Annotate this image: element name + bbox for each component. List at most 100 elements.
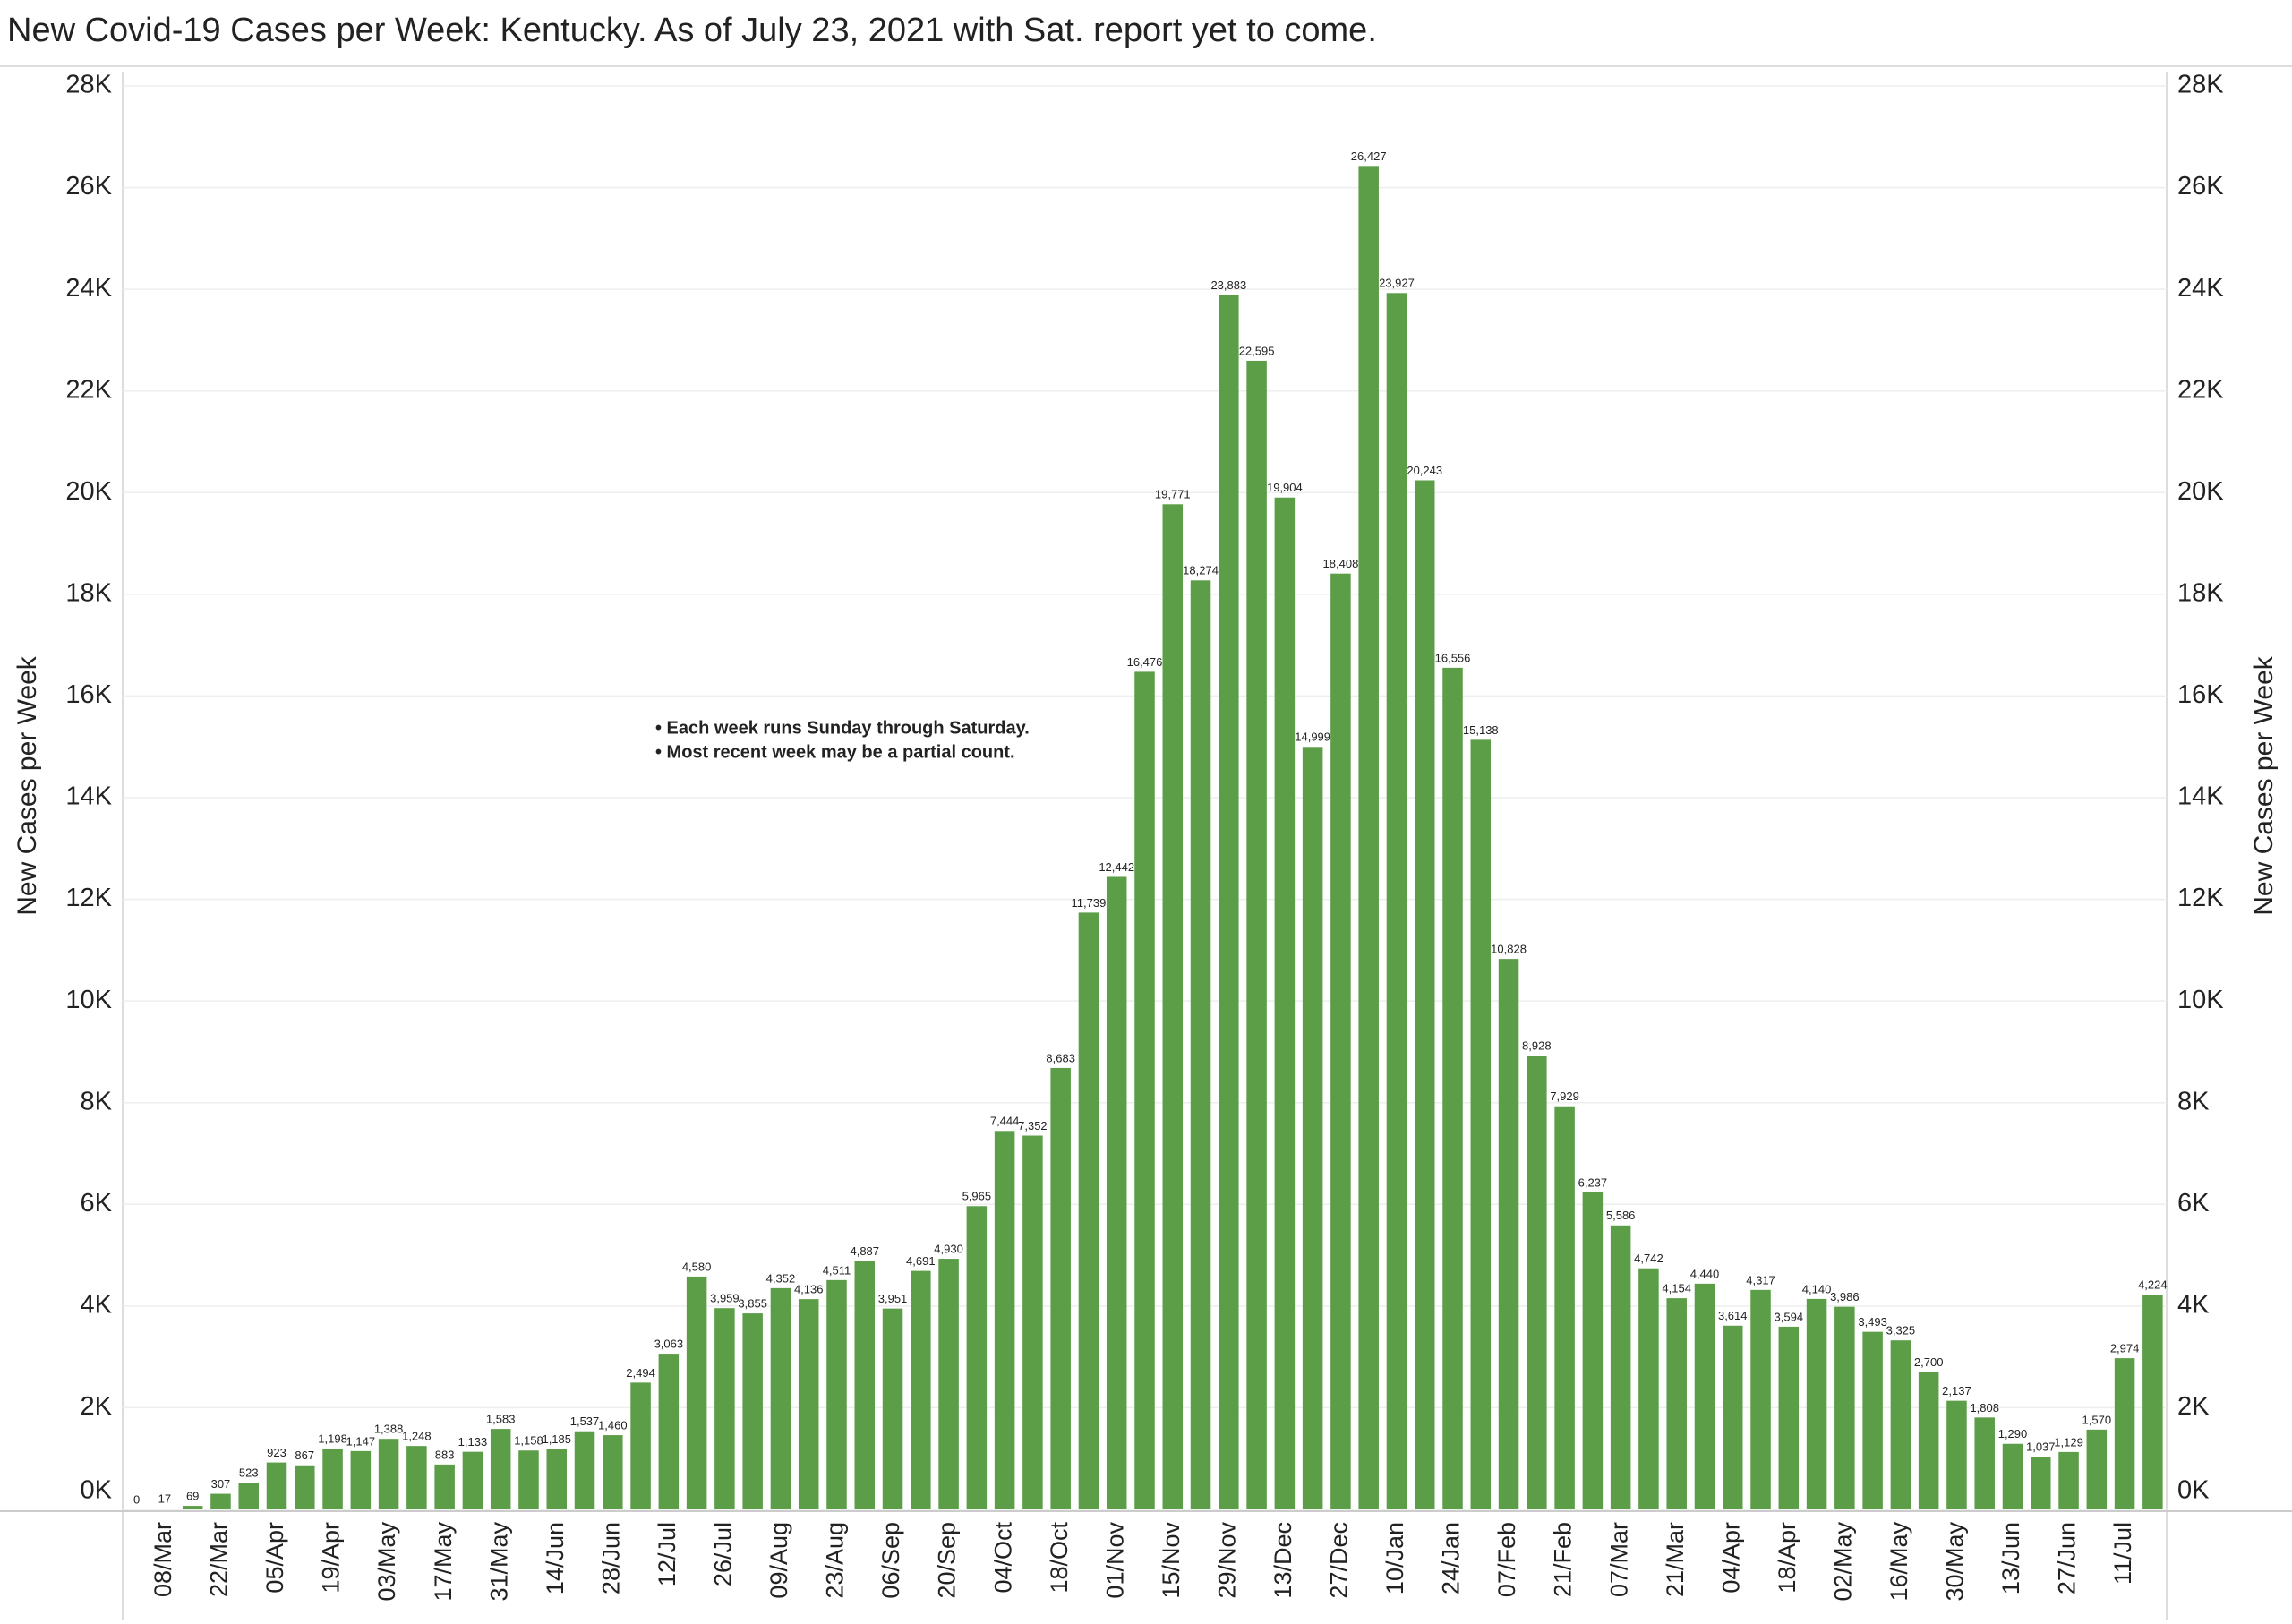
- bar: [686, 1276, 707, 1509]
- data-label: 3,951: [878, 1292, 908, 1305]
- bar: [798, 1299, 819, 1509]
- data-label: 3,614: [1718, 1309, 1748, 1322]
- data-label: 3,855: [738, 1297, 767, 1311]
- y2-tick-label: 16K: [2177, 680, 2224, 709]
- y-tick-label: 0K: [81, 1476, 113, 1505]
- y-tick-label: 24K: [65, 274, 112, 303]
- bar: [1610, 1225, 1631, 1509]
- data-label: 1,129: [2054, 1435, 2083, 1449]
- y2-tick-label: 24K: [2177, 274, 2224, 303]
- data-label: 4,440: [1690, 1267, 1720, 1280]
- data-label: 4,224: [2138, 1278, 2168, 1292]
- data-label: 4,352: [766, 1271, 796, 1285]
- x-tick-label: 18/Apr: [1774, 1522, 1800, 1594]
- y-tick-label: 2K: [81, 1392, 113, 1421]
- data-label: 5,586: [1606, 1209, 1636, 1222]
- x-tick-label: 01/Nov: [1101, 1522, 1128, 1599]
- data-label: 16,476: [1127, 655, 1163, 669]
- bar: [518, 1450, 539, 1509]
- data-label: 2,494: [626, 1366, 655, 1380]
- data-label: 7,929: [1550, 1090, 1579, 1103]
- bar: [406, 1446, 427, 1509]
- bar: [966, 1206, 988, 1509]
- x-tick-label: 11/Jul: [2109, 1522, 2136, 1585]
- bar: [462, 1451, 483, 1509]
- data-label: 2,137: [1942, 1384, 1971, 1397]
- bar: [1190, 580, 1211, 1509]
- bar: [1974, 1417, 1995, 1509]
- data-label: 26,427: [1351, 150, 1387, 163]
- data-label: 16,556: [1435, 651, 1471, 664]
- bar: [854, 1261, 876, 1509]
- x-tick-label: 26/Jul: [710, 1522, 737, 1586]
- x-tick-label: 03/May: [373, 1522, 400, 1602]
- bar: [2058, 1451, 2079, 1509]
- data-label: 7,444: [990, 1115, 1020, 1128]
- y-tick-label: 6K: [81, 1189, 113, 1218]
- bar: [2086, 1429, 2108, 1509]
- bar: [1694, 1283, 1715, 1509]
- bar: [434, 1464, 455, 1509]
- x-tick-label: 31/May: [485, 1522, 512, 1602]
- bar: [1722, 1325, 1743, 1509]
- data-label: 1,037: [2026, 1440, 2056, 1454]
- data-label: 3,063: [654, 1338, 684, 1351]
- y-tick-label: 12K: [65, 884, 112, 912]
- y2-tick-label: 0K: [2177, 1476, 2210, 1505]
- bar: [266, 1462, 287, 1509]
- x-tick-label: 19/Apr: [318, 1522, 345, 1594]
- bar: [1022, 1135, 1043, 1509]
- data-label: 1,570: [2082, 1413, 2112, 1426]
- data-label: 4,140: [1802, 1282, 1832, 1295]
- x-tick-label: 09/Aug: [765, 1522, 792, 1599]
- bar: [1470, 739, 1492, 1509]
- data-label: 1,460: [598, 1419, 628, 1432]
- bar: [770, 1287, 791, 1509]
- bar: [1274, 497, 1296, 1510]
- bar: [1527, 1056, 1547, 1509]
- data-label: 19,904: [1267, 481, 1303, 494]
- data-label: 4,317: [1746, 1273, 1775, 1286]
- data-label: 1,147: [346, 1434, 376, 1448]
- data-label: 1,583: [486, 1413, 516, 1426]
- x-tick-label: 07/Feb: [1493, 1522, 1520, 1597]
- x-tick-label: 05/Apr: [261, 1522, 288, 1594]
- data-label: 11,739: [1072, 896, 1107, 910]
- x-tick-label: 14/Jun: [542, 1522, 569, 1594]
- bar: [1358, 166, 1379, 1509]
- x-tick-label: 15/Nov: [1158, 1522, 1184, 1599]
- x-tick-label: 27/Dec: [1326, 1522, 1353, 1599]
- x-tick-label: 18/Oct: [1046, 1522, 1073, 1594]
- y2-tick-label: 14K: [2177, 782, 2224, 811]
- annotation: • Each week runs Sunday through Saturday…: [655, 718, 1030, 738]
- bar: [1554, 1106, 1575, 1509]
- bar: [182, 1506, 203, 1509]
- bar: [938, 1259, 959, 1509]
- data-label: 5,965: [962, 1190, 992, 1203]
- x-tick-label: 22/Mar: [206, 1522, 233, 1597]
- data-label: 4,691: [906, 1254, 936, 1268]
- y2-axis-label: New Cases per Week: [2249, 655, 2279, 916]
- y2-tick-label: 22K: [2177, 375, 2224, 404]
- bar: [378, 1439, 399, 1509]
- data-label: 0: [133, 1492, 140, 1506]
- y-tick-label: 26K: [65, 172, 112, 201]
- data-label: 23,883: [1210, 278, 1246, 292]
- data-label: 923: [267, 1446, 286, 1459]
- y2-tick-label: 28K: [2177, 71, 2224, 99]
- data-label: 1,158: [514, 1434, 543, 1448]
- y2-tick-label: 20K: [2177, 477, 2224, 506]
- bar: [1386, 293, 1407, 1509]
- bar: [714, 1308, 735, 1509]
- data-label: 3,325: [1886, 1324, 1916, 1338]
- data-label: 3,493: [1858, 1315, 1887, 1329]
- x-tick-label: 07/Mar: [1605, 1522, 1632, 1597]
- x-tick-label: 13/Jun: [1997, 1522, 2024, 1594]
- bar: [1050, 1067, 1071, 1509]
- x-tick-label: 23/Aug: [822, 1522, 849, 1599]
- bar: [1219, 295, 1239, 1510]
- bar: [2114, 1358, 2135, 1509]
- bar: [1078, 912, 1099, 1509]
- bar: [210, 1493, 231, 1509]
- y2-tick-label: 10K: [2177, 986, 2224, 1014]
